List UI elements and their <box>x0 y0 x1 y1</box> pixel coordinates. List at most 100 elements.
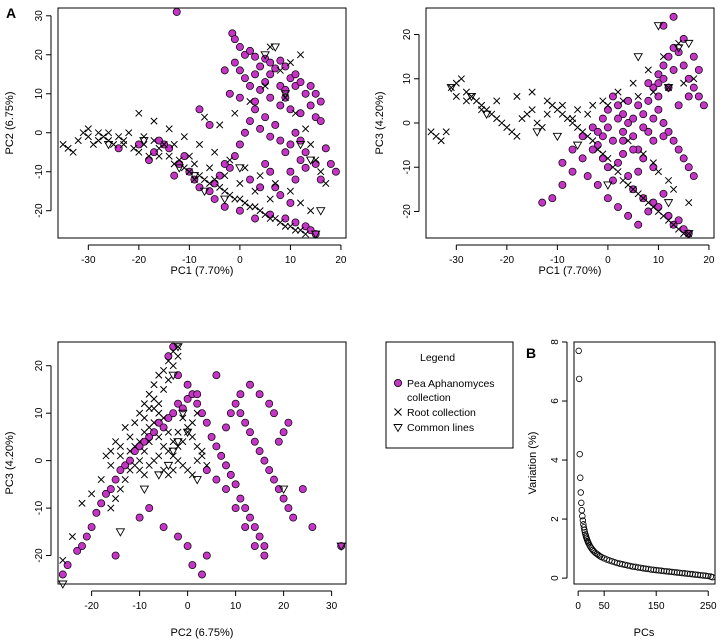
root-point <box>179 438 187 446</box>
pea-point <box>629 145 638 154</box>
pea-point <box>286 140 295 149</box>
legend-marker-cross <box>394 408 402 416</box>
root-point <box>155 452 163 460</box>
pea-point <box>649 114 658 123</box>
root-point <box>107 504 115 512</box>
x-axis-label: PC1 (7.70%) <box>171 265 234 277</box>
pea-point <box>289 513 298 522</box>
pea-point <box>246 428 254 437</box>
pea-point <box>251 70 260 79</box>
root-point <box>644 66 652 74</box>
x-tick-label: 30 <box>326 601 338 612</box>
root-point <box>528 88 536 96</box>
pea-point <box>593 127 602 136</box>
y-axis-label: PC2 (6.75%) <box>4 92 16 155</box>
root-point <box>589 101 597 109</box>
pea-point <box>301 163 310 172</box>
root-point <box>164 357 172 365</box>
root-point <box>543 97 551 105</box>
pea-point <box>251 105 260 114</box>
panel-label-b: B <box>526 345 536 361</box>
root-point <box>296 199 305 207</box>
root-point <box>251 203 259 211</box>
pea-point <box>608 136 617 145</box>
legend: Legend Pea Aphanomyces collection Root c… <box>385 341 514 449</box>
common-point <box>58 580 68 589</box>
root-point <box>664 84 673 92</box>
pea-point <box>619 136 628 145</box>
common-point <box>115 528 126 537</box>
pea-point <box>270 475 278 484</box>
pea-point <box>235 93 244 102</box>
common-point <box>174 164 185 173</box>
pea-point <box>659 74 668 83</box>
x-axis-label: PC2 (6.75%) <box>171 627 234 639</box>
root-point <box>307 207 315 215</box>
root-point <box>216 183 224 191</box>
root-point <box>296 51 305 59</box>
pea-point <box>193 390 202 399</box>
pea-point <box>230 152 239 161</box>
variation-point <box>577 474 584 481</box>
plot-frame <box>57 341 347 585</box>
common-point <box>280 90 291 99</box>
y-axis-label: PC3 (4.20%) <box>374 92 386 155</box>
pea-point <box>87 523 96 532</box>
pea-point <box>298 485 307 494</box>
pea-point <box>276 101 285 110</box>
root-point <box>664 176 673 185</box>
pea-point <box>73 546 82 555</box>
pea-point <box>654 203 663 211</box>
pea-point <box>266 167 275 176</box>
x-tick-label: 10 <box>285 255 297 266</box>
pea-point <box>624 211 633 220</box>
pea-point <box>102 489 110 498</box>
pea-point <box>634 220 643 229</box>
common-point <box>663 199 674 208</box>
pea-point <box>619 150 628 158</box>
root-point <box>680 79 688 87</box>
root-point <box>246 203 254 211</box>
root-point <box>246 98 254 106</box>
pea-point <box>639 154 648 163</box>
root-point <box>624 137 632 145</box>
pea-point <box>276 136 285 145</box>
pea-point <box>169 409 178 418</box>
root-point <box>112 438 120 446</box>
root-point <box>188 471 196 479</box>
root-point <box>102 452 110 460</box>
root-point <box>140 471 148 479</box>
axis-ticks: -20 -10 0 10 20 30 -20 -10 0 10 20 <box>34 360 338 612</box>
root-point <box>136 457 144 465</box>
pea-point <box>210 195 219 203</box>
pea-point <box>255 447 264 456</box>
pea-point <box>251 52 260 61</box>
pea-point <box>664 127 673 136</box>
y-tick-label: 8 <box>550 339 561 345</box>
root-point <box>130 144 138 152</box>
pea-point <box>284 504 293 513</box>
root-point <box>185 152 193 160</box>
pea-point <box>583 172 592 181</box>
pea-point <box>603 163 612 172</box>
data-marks <box>427 12 708 239</box>
x-tick-label: -10 <box>550 255 565 266</box>
pea-point <box>116 466 125 475</box>
root-point <box>649 159 657 167</box>
pea-point <box>178 404 187 413</box>
pea-point <box>58 570 67 579</box>
pea-point <box>235 66 244 75</box>
pea-point <box>261 159 270 168</box>
pea-point <box>291 218 300 227</box>
pea-point <box>135 513 144 522</box>
root-point <box>97 476 105 484</box>
pea-point <box>251 97 260 106</box>
root-point <box>206 179 214 187</box>
pea-point <box>608 176 617 185</box>
pea-point <box>291 175 300 184</box>
pea-point <box>222 485 230 494</box>
pea-point <box>140 437 149 446</box>
root-point <box>68 532 76 541</box>
y-tick-label: 0 <box>402 120 413 126</box>
root-point <box>89 140 97 148</box>
